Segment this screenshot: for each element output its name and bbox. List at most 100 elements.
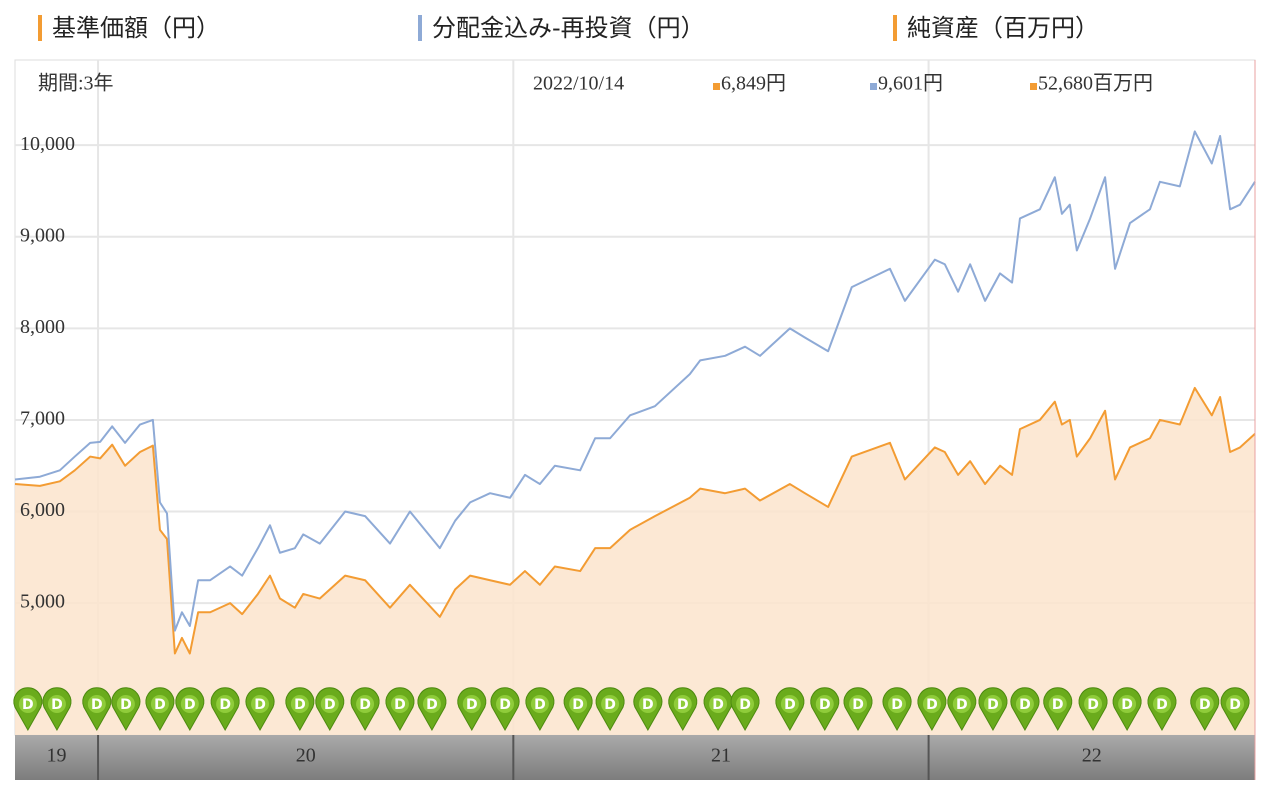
y-tick-label: 10,000 [20, 133, 75, 155]
marker-highlight [1226, 695, 1245, 713]
marker-label: D [426, 697, 438, 713]
legend-label: 基準価額（円） [52, 14, 220, 42]
readout-swatch [1030, 83, 1037, 90]
marker-label: D [604, 697, 616, 713]
distribution-marker: D [1112, 687, 1142, 732]
period-label: 期間:3年 [38, 72, 114, 95]
marker-label: D [572, 697, 584, 713]
legend-swatch [893, 15, 897, 41]
readout-value: 9,601円 [878, 73, 943, 95]
marker-label: D [1121, 697, 1133, 713]
distribution-marker: D [882, 687, 912, 732]
distribution-marker: D [1078, 687, 1108, 732]
legend-label: 分配金込み-再投資（円） [432, 14, 705, 42]
distribution-marker: D [810, 687, 840, 732]
marker-highlight [780, 695, 799, 713]
marker-label: D [784, 697, 796, 713]
readout-swatch [713, 83, 720, 90]
marker-highlight [150, 695, 169, 713]
distribution-marker: D [385, 687, 415, 732]
date-label: 2022/10/14 [533, 73, 624, 95]
marker-highlight [47, 695, 66, 713]
marker-highlight [320, 695, 339, 713]
marker-label: D [926, 697, 938, 713]
marker-label: D [891, 697, 903, 713]
marker-label: D [219, 697, 231, 713]
marker-highlight [18, 695, 37, 713]
foreground-layer: 5,000 6,000 7,000 8,000 9,000 10,000 19 20 21 22 D… [13, 133, 1255, 780]
distribution-marker: D [1147, 687, 1177, 732]
marker-label: D [712, 697, 724, 713]
distribution-marker: D [1220, 687, 1250, 732]
marker-highlight [1152, 695, 1171, 713]
marker-highlight [709, 695, 728, 713]
x-tick-label: 22 [1082, 745, 1102, 767]
marker-label: D [51, 697, 63, 713]
marker-highlight [290, 695, 309, 713]
marker-highlight [251, 695, 270, 713]
distribution-marker: D [730, 687, 760, 732]
marker-highlight [530, 695, 549, 713]
y-tick-label: 6,000 [20, 499, 65, 521]
marker-label: D [642, 697, 654, 713]
distribution-marker: D [315, 687, 345, 732]
marker-label: D [324, 697, 336, 713]
distribution-marker: D [42, 687, 72, 732]
distribution-marker: D [595, 687, 625, 732]
readout-value: 6,849円 [721, 73, 786, 95]
marker-label: D [394, 697, 406, 713]
marker-label: D [120, 697, 132, 713]
y-tick-label: 8,000 [20, 316, 65, 338]
marker-label: D [987, 697, 999, 713]
distribution-marker: D [245, 687, 275, 732]
line [14, 130, 1256, 632]
area [15, 387, 1255, 735]
marker-highlight [87, 695, 106, 713]
y-tick-label: 7,000 [20, 408, 65, 430]
marker-label: D [1019, 697, 1031, 713]
distribution-marker: D [175, 687, 205, 732]
marker-label: D [184, 697, 196, 713]
distribution-marker: D [917, 687, 947, 732]
marker-label: D [91, 697, 103, 713]
marker-highlight [180, 695, 199, 713]
distribution-marker: D [457, 687, 487, 732]
distribution-marker: D [668, 687, 698, 732]
legend-swatch [418, 15, 422, 41]
marker-highlight [569, 695, 588, 713]
marker-label: D [499, 697, 511, 713]
distribution-marker: D [210, 687, 240, 732]
x-tick-label: 19 [47, 745, 67, 767]
distribution-marker: D [978, 687, 1008, 732]
mark-layer [14, 130, 1256, 735]
y-tick-label: 9,000 [20, 224, 65, 246]
marker-label: D [359, 697, 371, 713]
marker-highlight [1118, 695, 1137, 713]
marker-label: D [254, 697, 266, 713]
marker-highlight [815, 695, 834, 713]
marker-label: D [956, 697, 968, 713]
marker-highlight [1048, 695, 1067, 713]
marker-highlight [638, 695, 657, 713]
marker-label: D [1199, 697, 1211, 713]
marker-highlight [462, 695, 481, 713]
marker-highlight [1015, 695, 1034, 713]
marker-highlight [356, 695, 375, 713]
distribution-marker: D [417, 687, 447, 732]
legend-swatch [38, 15, 42, 41]
marker-label: D [1229, 697, 1241, 713]
marker-highlight [888, 695, 907, 713]
marker-highlight [983, 695, 1002, 713]
distribution-marker: D [490, 687, 520, 732]
marker-label: D [1052, 697, 1064, 713]
distribution-marker: D [111, 687, 141, 732]
marker-label: D [154, 697, 166, 713]
distribution-marker: D [13, 687, 43, 732]
distribution-marker: D [775, 687, 805, 732]
marker-highlight [922, 695, 941, 713]
marker-highlight [216, 695, 235, 713]
marker-highlight [422, 695, 441, 713]
marker-label: D [739, 697, 751, 713]
distribution-marker: D [525, 687, 555, 732]
